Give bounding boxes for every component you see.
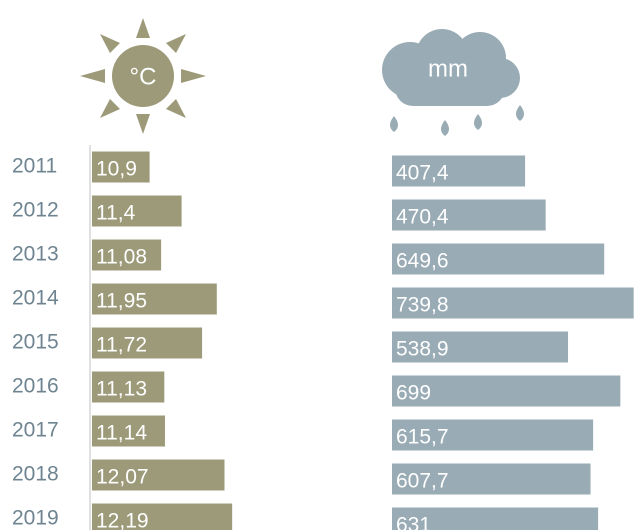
data-label: 11,13: [96, 378, 147, 401]
bar: [392, 287, 634, 319]
data-label: 10,9: [96, 158, 137, 181]
data-label: 12,19: [96, 510, 149, 530]
data-label: 11,14: [96, 422, 147, 445]
y-tick-label: 2013: [12, 243, 59, 266]
bar: [392, 155, 526, 187]
y-tick-label: 2016: [12, 375, 59, 398]
data-label: 11,08: [96, 246, 147, 269]
cloud-icon: [382, 29, 524, 136]
bar: [92, 151, 150, 183]
data-label: 615,7: [396, 426, 449, 449]
y-tick-label: 2014: [12, 287, 59, 310]
bar: [92, 415, 165, 447]
bar: [92, 459, 225, 491]
y-tick-label: 2019: [12, 507, 59, 530]
data-label: 607,7: [396, 470, 449, 493]
bar: [92, 195, 182, 227]
bar: [92, 239, 162, 271]
data-label: 699: [396, 382, 431, 405]
bar: [392, 419, 594, 451]
bar: [92, 283, 217, 315]
data-label: 631: [396, 514, 431, 530]
data-label: 11,95: [96, 290, 147, 313]
data-label: 407,4: [396, 162, 449, 185]
legend-label: mm: [428, 55, 468, 82]
bar: [392, 463, 591, 495]
y-tick-label: 2017: [12, 419, 59, 442]
data-label: 11,4: [96, 202, 136, 225]
data-label: 12,07: [96, 466, 149, 489]
bar: [92, 503, 233, 530]
y-tick-label: 2015: [12, 331, 59, 354]
y-tick-label: 2012: [12, 199, 59, 222]
bar: [392, 199, 546, 231]
bar: [92, 327, 203, 359]
data-label: 470,4: [396, 206, 449, 229]
data-label: 538,9: [396, 338, 449, 361]
bar: [392, 507, 599, 530]
data-label: 649,6: [396, 250, 449, 273]
y-tick-label: 2018: [12, 463, 59, 486]
data-label: 739,8: [396, 294, 449, 317]
y-tick-label: 2011: [12, 155, 57, 178]
legend-label: °C: [130, 63, 157, 90]
bar: [392, 375, 621, 407]
bar: [392, 243, 605, 275]
bar: [92, 371, 165, 403]
data-label: 11,72: [96, 334, 147, 357]
sun-icon: [80, 18, 206, 134]
bar: [392, 331, 569, 363]
